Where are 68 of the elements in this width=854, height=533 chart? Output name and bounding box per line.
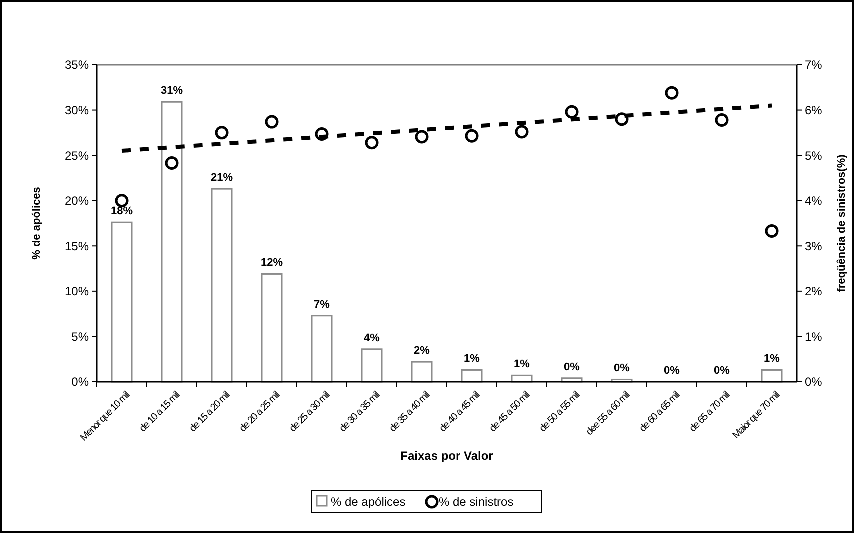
data-label: 12% xyxy=(260,257,284,270)
y-tick-label: 20% xyxy=(64,194,90,208)
point xyxy=(615,112,629,126)
point xyxy=(265,115,279,129)
data-label: 0% xyxy=(614,362,630,375)
data-label: 18% xyxy=(110,206,134,218)
data-label: 7% xyxy=(314,298,330,311)
bar xyxy=(411,361,433,383)
y2-tick-label: 4% xyxy=(805,194,823,208)
y2-tick-label: 6% xyxy=(805,103,823,118)
point xyxy=(765,224,779,238)
x-tick-label: de 10 a 15 mil xyxy=(138,390,183,435)
x-tick-label: de 35 a 40 mil xyxy=(388,390,433,435)
bar xyxy=(211,188,233,383)
point xyxy=(465,129,479,143)
y2-tick-label: 0% xyxy=(805,375,823,390)
point xyxy=(165,156,179,170)
x-tick-label: de 50 a 55 mil xyxy=(538,390,583,435)
bar xyxy=(461,369,483,383)
x-tick-label: de 20 a 25 mil xyxy=(238,390,283,435)
data-label: 1% xyxy=(464,353,480,366)
y2-tick-label: 1% xyxy=(805,330,823,344)
y2-axis-title: freqüência de sinistros(%) xyxy=(836,154,848,292)
y2-tick-label: 3% xyxy=(805,239,823,254)
y-axis-title: % de apólices xyxy=(31,187,43,260)
point xyxy=(565,105,579,119)
point xyxy=(515,125,529,139)
y-tick-label: 35% xyxy=(64,58,90,72)
x-tick-label: de 30 a 35 mil xyxy=(338,390,383,435)
x-axis-title: Faixas por Valor xyxy=(400,449,494,463)
x-tick-label: de 40 a 45 mil xyxy=(438,390,483,435)
y-tick-label: 30% xyxy=(64,103,90,118)
x-tick-label: de 25 a 30 mil xyxy=(288,390,333,435)
x-tick-label: de 65 a 70 mil xyxy=(688,390,733,435)
data-label: 31% xyxy=(160,85,184,98)
x-tick-label: dee 55 a 60 mil xyxy=(584,390,633,438)
bar xyxy=(161,101,183,383)
data-label: 2% xyxy=(414,345,430,358)
point xyxy=(215,126,229,140)
bar xyxy=(361,348,383,383)
data-label: 0% xyxy=(664,365,680,377)
x-tick-label: de 15 a 20 mil xyxy=(188,390,233,435)
y2-tick-label: 7% xyxy=(805,58,823,72)
bar xyxy=(311,315,333,383)
bar xyxy=(111,222,133,383)
y-tick-label: 15% xyxy=(64,239,90,254)
point xyxy=(715,114,729,127)
bar xyxy=(261,273,283,383)
x-tick-label: de 60 a 65 mil xyxy=(638,390,683,435)
point xyxy=(665,86,679,100)
y-tick-label: 25% xyxy=(64,148,90,163)
data-label: 1% xyxy=(764,353,780,366)
data-label: 0% xyxy=(714,365,730,377)
x-tick-label: de 45 a 50 mil xyxy=(488,390,533,435)
data-label: 0% xyxy=(564,361,580,374)
y2-tick-label: 5% xyxy=(805,148,823,163)
bar xyxy=(761,369,783,383)
point xyxy=(365,136,379,150)
y-tick-label: 5% xyxy=(72,330,90,344)
data-label: 4% xyxy=(364,332,380,344)
data-label: 1% xyxy=(514,358,530,371)
point xyxy=(415,130,429,144)
legend-label: % de sinistros xyxy=(439,495,514,509)
y-tick-label: 10% xyxy=(64,284,90,299)
legend-label: % de apólices xyxy=(331,495,406,509)
data-label: 21% xyxy=(210,172,234,184)
y-tick-label: 0% xyxy=(72,375,90,390)
y2-tick-label: 2% xyxy=(805,284,823,299)
